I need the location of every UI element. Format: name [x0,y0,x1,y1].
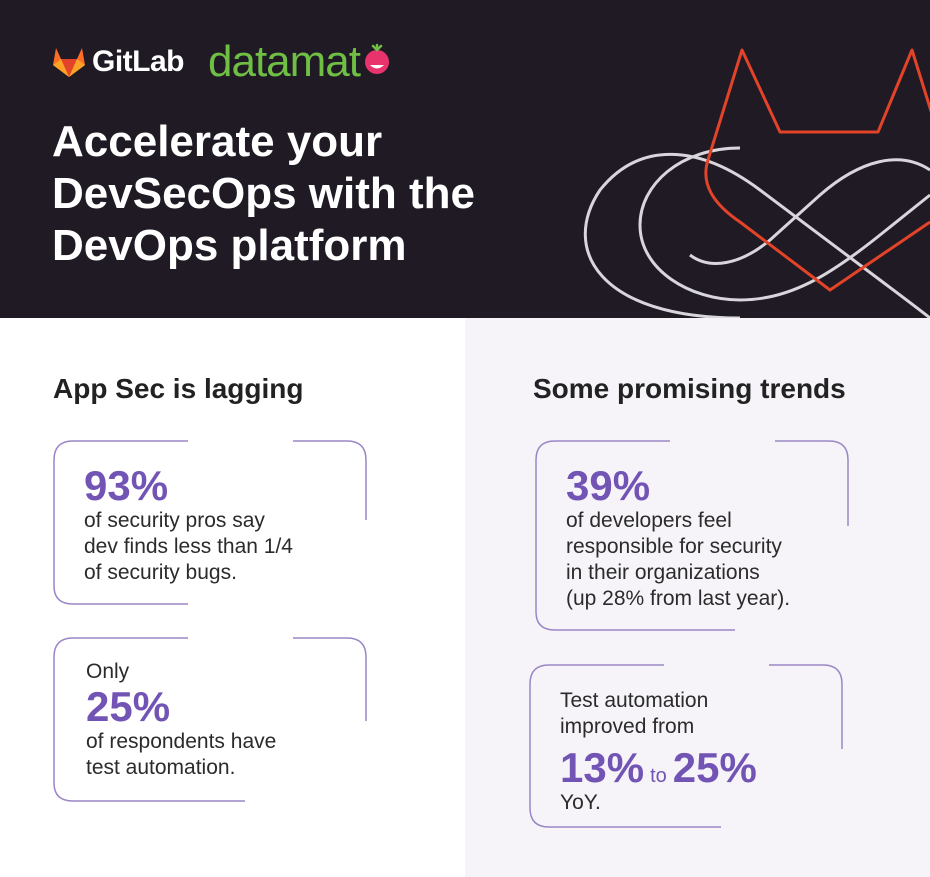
stat-description: of developers feel responsible for secur… [566,509,791,610]
stat-prefix: Only [86,660,130,683]
hero-banner: GitLab datamat Accelerate your DevSecOps… [0,0,930,318]
gitlab-logo-text: GitLab [92,45,185,78]
stat-suffix: YoY. [560,791,601,814]
stat-card-automation-improved: Test automation improved from 13% to 25% Y… [529,664,844,830]
stat-card-developers-responsible: 39% of developers feel responsible for s… [535,440,850,632]
right-section-heading: Some promising trends [533,373,846,404]
page-title: Accelerate your DevSecOps with the DevOp… [52,117,476,270]
hero-decorative-art [583,48,930,318]
stat-range: 13% to 25% [560,746,850,790]
stat-card-security-pros: 93% of security pros say dev finds less … [53,440,368,606]
stat-prefix: Test automation improved from [560,689,709,738]
card-frame [53,637,367,802]
right-column-background [465,318,930,877]
stat-value: 39% [566,462,651,509]
stat-value-to: 25% [672,744,757,791]
stat-description: of security pros say dev finds less than… [84,509,293,584]
stat-value: 25% [86,683,171,730]
gitlab-logo: GitLab [52,45,185,79]
stat-connector: to [650,765,667,787]
datamato-logo-text: datamat [208,37,361,86]
gitlab-tanuki-icon [53,48,85,77]
stat-card-test-automation: Only 25% of respondents have test automa… [53,637,368,803]
left-section-heading: App Sec is lagging [53,373,304,404]
card-frame [53,440,367,605]
stat-value: 93% [84,462,169,509]
card-frame [529,664,843,828]
stat-description: of respondents have test automation. [86,730,277,779]
tomato-icon [364,43,389,74]
logos: GitLab datamat [52,40,392,84]
stat-value-from: 13% [560,744,645,791]
card-frame [535,440,849,631]
